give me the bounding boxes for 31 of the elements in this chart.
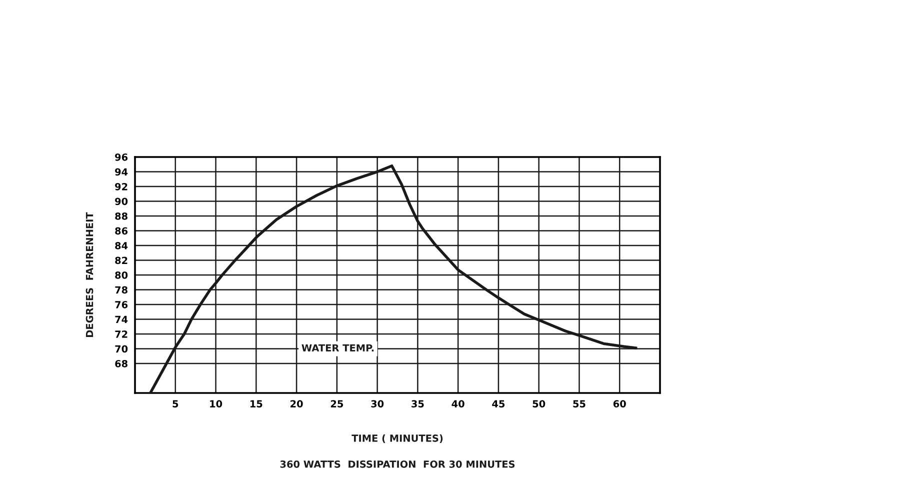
y-tick-label: 82 (115, 256, 128, 264)
x-tick-label: 50 (532, 400, 546, 408)
y-tick-label: 80 (115, 271, 128, 279)
x-tick-label: 40 (452, 400, 464, 408)
y-tick-label: 96 (115, 153, 128, 161)
x-tick-label: 20 (290, 400, 303, 408)
y-tick-label: 74 (115, 316, 128, 323)
y-tick-label: 86 (115, 227, 128, 235)
y-tick-label: 78 (115, 286, 128, 294)
y-tick-label: 70 (115, 345, 128, 353)
x-tick-label: 15 (250, 400, 262, 408)
y-tick-label: 76 (115, 300, 128, 308)
x-tick-label: 30 (371, 400, 384, 408)
y-tick-label: 88 (115, 212, 128, 220)
text: 360 WATTS DISSIPATION FOR 30 MINUTES (280, 460, 515, 468)
y-tick-label: 72 (115, 330, 128, 338)
y-tick-label: 92 (115, 182, 128, 190)
text: WATER TEMP. (302, 344, 374, 352)
y-tick-label: 68 (115, 360, 128, 368)
x-tick-label: 45 (492, 400, 505, 408)
x-tick-label: 5 (172, 400, 178, 408)
x-tick-label: 35 (412, 400, 424, 408)
x-tick-label: 60 (613, 400, 626, 408)
y-axis-title: DEGREES FAHRENHEIT (86, 212, 94, 337)
x-tick-label: 55 (573, 400, 586, 408)
y-tick-label: 90 (115, 198, 128, 206)
x-axis-title: TIME ( MINUTES) (352, 434, 443, 444)
x-tick-label: 10 (210, 400, 222, 408)
x-tick-label: 25 (330, 400, 344, 408)
y-tick-label: 94 (115, 168, 128, 176)
y-tick-label: 84 (115, 242, 128, 250)
